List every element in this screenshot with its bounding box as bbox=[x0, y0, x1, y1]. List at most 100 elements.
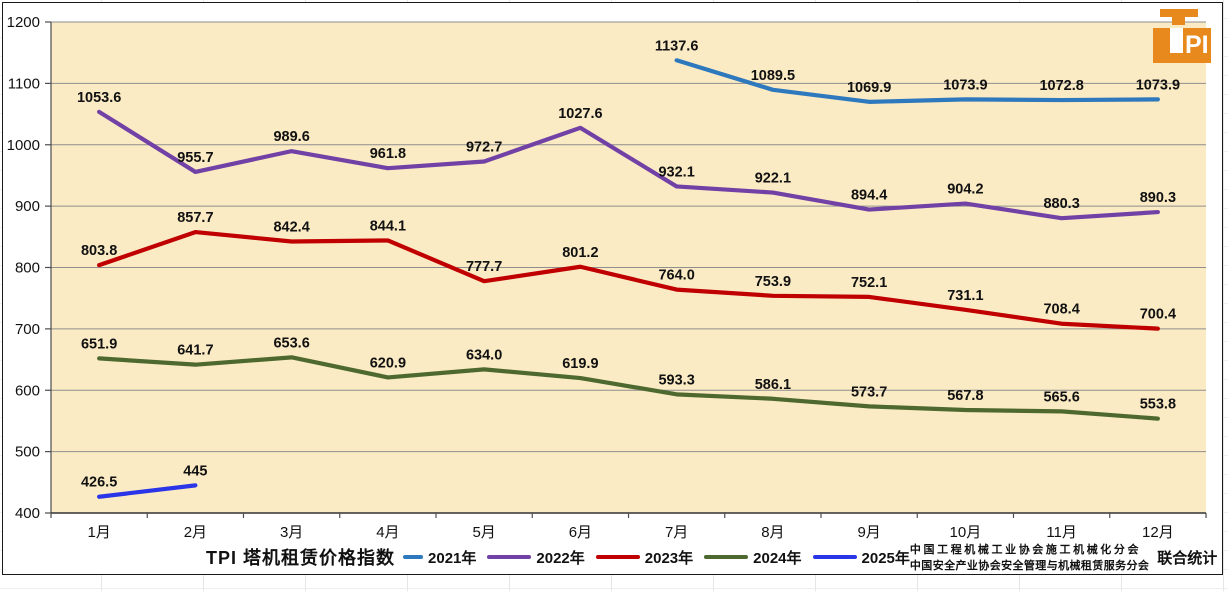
series-line-2024年 bbox=[97, 355, 1160, 421]
point-label: 651.9 bbox=[81, 336, 117, 352]
series-line-2023年 bbox=[97, 229, 1160, 331]
y-axis-label: 800 bbox=[15, 260, 40, 277]
point-label: 573.7 bbox=[851, 384, 887, 400]
legend-item-2024年: 2024年 bbox=[704, 547, 802, 568]
point-label: 922.1 bbox=[755, 171, 791, 187]
x-axis-label: 2月 bbox=[184, 524, 207, 540]
x-axis-label: 8月 bbox=[761, 524, 784, 540]
point-label: 426.5 bbox=[81, 475, 117, 491]
point-label: 1089.5 bbox=[751, 68, 795, 84]
point-label: 1053.6 bbox=[77, 90, 121, 106]
y-axis-label: 700 bbox=[15, 321, 40, 338]
point-label: 1073.9 bbox=[943, 77, 987, 93]
footer-org-line2: 中国安全产业协会安全管理与机械租赁服务分会 bbox=[909, 560, 1150, 572]
x-axis-label: 3月 bbox=[280, 524, 303, 540]
legend-item-2023年: 2023年 bbox=[595, 547, 694, 568]
point-label: 553.8 bbox=[1140, 397, 1176, 413]
x-axis-label: 11月 bbox=[1046, 524, 1077, 540]
chart-frame: 400 500 600 700 800 900 1000 1100 1200 1月 2月 3月 4月 5月… bbox=[2, 2, 1223, 575]
legend-swatch-icon bbox=[704, 555, 749, 559]
y-axis-label: 900 bbox=[15, 198, 40, 215]
tpi-logo: PI bbox=[1151, 9, 1213, 65]
point-label: 1073.9 bbox=[1136, 77, 1180, 93]
point-label: 857.7 bbox=[177, 210, 213, 226]
tpi-logo-square: PI bbox=[1153, 28, 1211, 63]
point-label: 894.4 bbox=[851, 188, 887, 204]
footer-joint-label: 联合统计 bbox=[1157, 549, 1218, 567]
point-label: 567.8 bbox=[947, 388, 983, 404]
point-label: 880.3 bbox=[1043, 196, 1079, 212]
point-label: 932.1 bbox=[658, 164, 694, 180]
x-axis-label: 4月 bbox=[376, 524, 399, 540]
series-line-2022年 bbox=[97, 109, 1160, 221]
chart-legend-bar: TPI 塔机租赁价格指数 2021年 2022年 2023年 2024年 2025年 中… bbox=[3, 542, 1222, 572]
point-label: 593.3 bbox=[658, 372, 694, 388]
legend: 2021年 2022年 2023年 2024年 2025年 bbox=[403, 547, 910, 568]
point-label: 1072.8 bbox=[1039, 78, 1083, 94]
legend-item-2021年: 2021年 bbox=[403, 547, 476, 568]
legend-swatch-icon bbox=[812, 555, 857, 559]
point-label: 565.6 bbox=[1043, 389, 1079, 405]
series-line-2021年 bbox=[674, 58, 1160, 104]
tpi-logo-t-cap-icon bbox=[1160, 9, 1198, 17]
tpi-logo-t-stem-white-icon bbox=[1170, 28, 1183, 53]
point-label: 989.6 bbox=[273, 129, 309, 145]
point-label: 1069.9 bbox=[847, 80, 891, 96]
point-label: 731.1 bbox=[947, 288, 983, 304]
legend-label: 2025年 bbox=[861, 549, 910, 567]
x-axis-label: 10月 bbox=[950, 524, 982, 540]
legend-label: 2021年 bbox=[428, 549, 477, 567]
point-label: 955.7 bbox=[177, 150, 213, 166]
x-axis-label: 7月 bbox=[665, 524, 688, 540]
tpi-logo-t-stem-icon bbox=[1172, 17, 1185, 25]
legend-swatch-icon bbox=[403, 555, 424, 559]
chart-title: TPI 塔机租赁价格指数 bbox=[206, 548, 396, 568]
point-label: 803.8 bbox=[81, 243, 117, 259]
point-label: 801.2 bbox=[562, 245, 598, 261]
point-label: 764.0 bbox=[658, 268, 694, 284]
legend-label: 2024年 bbox=[753, 549, 802, 567]
point-label: 890.3 bbox=[1140, 190, 1176, 206]
point-label: 752.1 bbox=[851, 275, 887, 291]
legend-item-2022年: 2022年 bbox=[487, 547, 585, 568]
point-label: 777.7 bbox=[466, 259, 502, 275]
footer-org-line1: 中国工程机械工业协会施工机械化分会 bbox=[909, 544, 1142, 556]
y-axis-label: 1200 bbox=[7, 14, 40, 31]
point-label: 653.6 bbox=[273, 335, 309, 351]
point-label: 634.0 bbox=[466, 347, 502, 363]
point-label: 842.4 bbox=[273, 219, 309, 235]
point-label: 844.1 bbox=[370, 218, 406, 234]
point-label: 586.1 bbox=[755, 377, 791, 393]
point-label: 753.9 bbox=[755, 274, 791, 290]
point-label: 700.4 bbox=[1140, 307, 1176, 323]
x-axis-label: 9月 bbox=[857, 524, 880, 540]
series-line-2025年 bbox=[97, 483, 198, 499]
x-axis-label: 6月 bbox=[569, 524, 592, 540]
point-label: 708.4 bbox=[1043, 302, 1079, 318]
y-axis-label: 1100 bbox=[8, 75, 40, 92]
legend-item-2025年: 2025年 bbox=[812, 547, 910, 568]
legend-swatch-icon bbox=[595, 555, 640, 559]
point-label: 619.9 bbox=[562, 356, 598, 372]
point-label: 641.7 bbox=[177, 343, 213, 359]
point-label: 445 bbox=[183, 463, 207, 479]
x-axis-label: 5月 bbox=[472, 524, 495, 540]
point-label: 972.7 bbox=[466, 140, 502, 156]
point-label: 904.2 bbox=[947, 182, 983, 198]
y-axis-label: 1000 bbox=[7, 137, 40, 154]
y-axis-label: 500 bbox=[15, 444, 40, 461]
y-axis-label: 400 bbox=[15, 505, 40, 522]
legend-label: 2022年 bbox=[536, 549, 585, 567]
y-axis-label: 600 bbox=[15, 382, 40, 399]
footer-organizations: 中国工程机械工业协会施工机械化分会 中国安全产业协会安全管理与机械租赁服务分会 bbox=[910, 541, 1149, 573]
point-label: 620.9 bbox=[370, 355, 406, 371]
legend-label: 2023年 bbox=[644, 549, 694, 567]
x-axis-label: 12月 bbox=[1142, 524, 1174, 540]
point-label: 961.8 bbox=[370, 146, 406, 162]
line-chart-plot: 400 500 600 700 800 900 1000 1100 1200 1月 2月 3月 4月 5月… bbox=[7, 14, 1207, 540]
point-label: 1137.6 bbox=[655, 38, 699, 54]
x-axis-label: 1月 bbox=[87, 524, 110, 540]
legend-swatch-icon bbox=[487, 555, 532, 559]
point-label: 1027.6 bbox=[558, 106, 602, 122]
